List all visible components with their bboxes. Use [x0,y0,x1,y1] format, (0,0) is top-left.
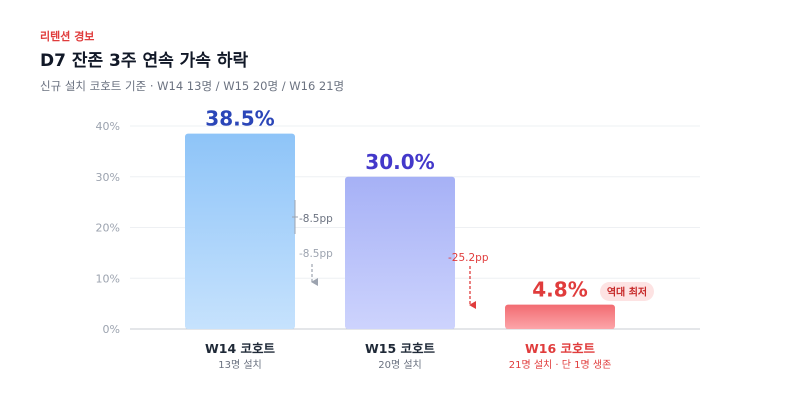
lowest-badge [600,282,654,301]
value-label-1: 30.0% [365,150,434,174]
y-tick-label: 40% [96,120,120,133]
category-sub-label-0: 13명 설치 [218,359,262,371]
category-sub-label-2: 21명 설치 · 단 1명 생존 [509,359,612,371]
value-label-2: 4.8% [532,278,587,302]
delta-label-1a: -8.5pp [299,213,333,225]
y-tick-label: 0% [103,323,120,336]
delta-label-2: -25.2pp [448,252,489,264]
value-label-0: 38.5% [205,107,274,131]
y-tick-label: 30% [96,171,120,184]
bar-1 [345,176,455,329]
header: 리텐션 경보 D7 잔존 3주 연속 가속 하락 신규 설치 코호트 기준 · … [40,30,344,94]
bar-2 [505,304,615,329]
category-label-0: W14 코호트 [205,341,276,356]
y-tick-label: 20% [96,222,120,235]
category-label-1: W15 코호트 [365,341,436,356]
page-title: D7 잔존 3주 연속 가속 하락 [40,51,249,71]
bar-0 [185,133,295,329]
alert-tag: 리텐션 경보 [40,30,95,43]
lowest-badge-text: 역대 최저 [607,286,647,299]
page-subtitle: 신규 설치 코호트 기준 · W14 13명 / W15 20명 / W16 2… [40,79,345,93]
y-tick-label: 10% [96,272,120,285]
delta-label-1b: -8.5pp [299,248,333,260]
category-sub-label-1: 20명 설치 [378,359,422,371]
category-label-2: W16 코호트 [525,341,596,356]
